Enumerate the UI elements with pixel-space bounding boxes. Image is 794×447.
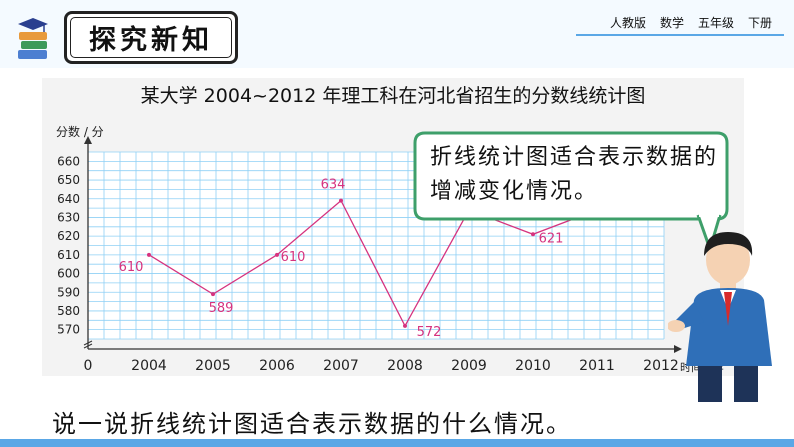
- data-point: [531, 232, 535, 237]
- data-label: 634: [321, 178, 346, 193]
- chart-title: 某大学 2004~2012 年理工科在河北省招生的分数线统计图: [140, 85, 646, 107]
- section-title: 探究新知: [70, 17, 232, 58]
- section-title-box: 探究新知: [64, 11, 238, 64]
- x-tick-label: 2012: [643, 358, 679, 374]
- meta-underline: [576, 34, 784, 36]
- question-text: 说一说折线统计图适合表示数据的什么情况。: [52, 410, 572, 438]
- x-tick-label: 2008: [387, 358, 423, 374]
- x-tick-label: 2010: [515, 358, 551, 374]
- books-icon: [18, 18, 48, 59]
- y-tick-label: 640: [57, 192, 80, 206]
- grade-label: 五年级: [697, 16, 734, 30]
- series-line: [148, 199, 598, 328]
- x-tick-label: 2007: [323, 358, 359, 374]
- x-axis-arrow: [674, 345, 682, 353]
- bubble-text: 折线统计图适合表示数据的增减变化情况。: [430, 145, 719, 204]
- data-label: 589: [209, 301, 234, 316]
- data-label: 610: [281, 250, 306, 265]
- subject-label: 数学: [659, 16, 684, 30]
- data-point: [403, 323, 407, 328]
- data-point: [147, 252, 151, 257]
- y-axis-arrow: [84, 136, 92, 144]
- y-axis-label: 分数 / 分: [56, 124, 104, 139]
- x-tick-label: 2004: [131, 358, 167, 374]
- axis-break: [83, 340, 93, 349]
- chart-panel: 某大学 2004~2012 年理工科在河北省招生的分数线统计图 570 580 59…: [42, 78, 744, 376]
- x-tick-label: 2011: [579, 358, 615, 374]
- course-meta: 人教版 数学 五年级 下册: [610, 14, 772, 31]
- x-tick-label: 2009: [451, 358, 487, 374]
- y-tick-label: 650: [57, 173, 80, 187]
- volume-label: 下册: [747, 16, 772, 30]
- footer-bar: [0, 439, 794, 447]
- y-tick-label: 600: [57, 267, 80, 281]
- y-tick-label: 580: [57, 304, 80, 318]
- x-tick-label: 2006: [259, 358, 295, 374]
- line-chart: 570 580 590 600 610 620 630 640 650 660 2004 2005 20…: [56, 124, 724, 374]
- y-tick-label: 610: [57, 248, 80, 262]
- data-point: [339, 198, 343, 203]
- data-label: 572: [417, 325, 442, 340]
- data-point: [275, 252, 279, 257]
- origin-label: 0: [84, 358, 93, 374]
- x-tick-label: 2005: [195, 358, 231, 374]
- publisher-label: 人教版: [609, 16, 646, 30]
- data-label: 621: [539, 231, 564, 246]
- data-label: 610: [119, 260, 144, 275]
- student-illustration: [668, 232, 772, 402]
- data-point: [211, 292, 215, 297]
- speech-bubble: [413, 131, 729, 221]
- y-tick-label: 570: [57, 323, 80, 337]
- y-tick-label: 620: [57, 229, 80, 243]
- y-tick-label: 590: [57, 285, 80, 299]
- y-tick-label: 630: [57, 210, 80, 224]
- y-tick-label: 660: [57, 154, 80, 168]
